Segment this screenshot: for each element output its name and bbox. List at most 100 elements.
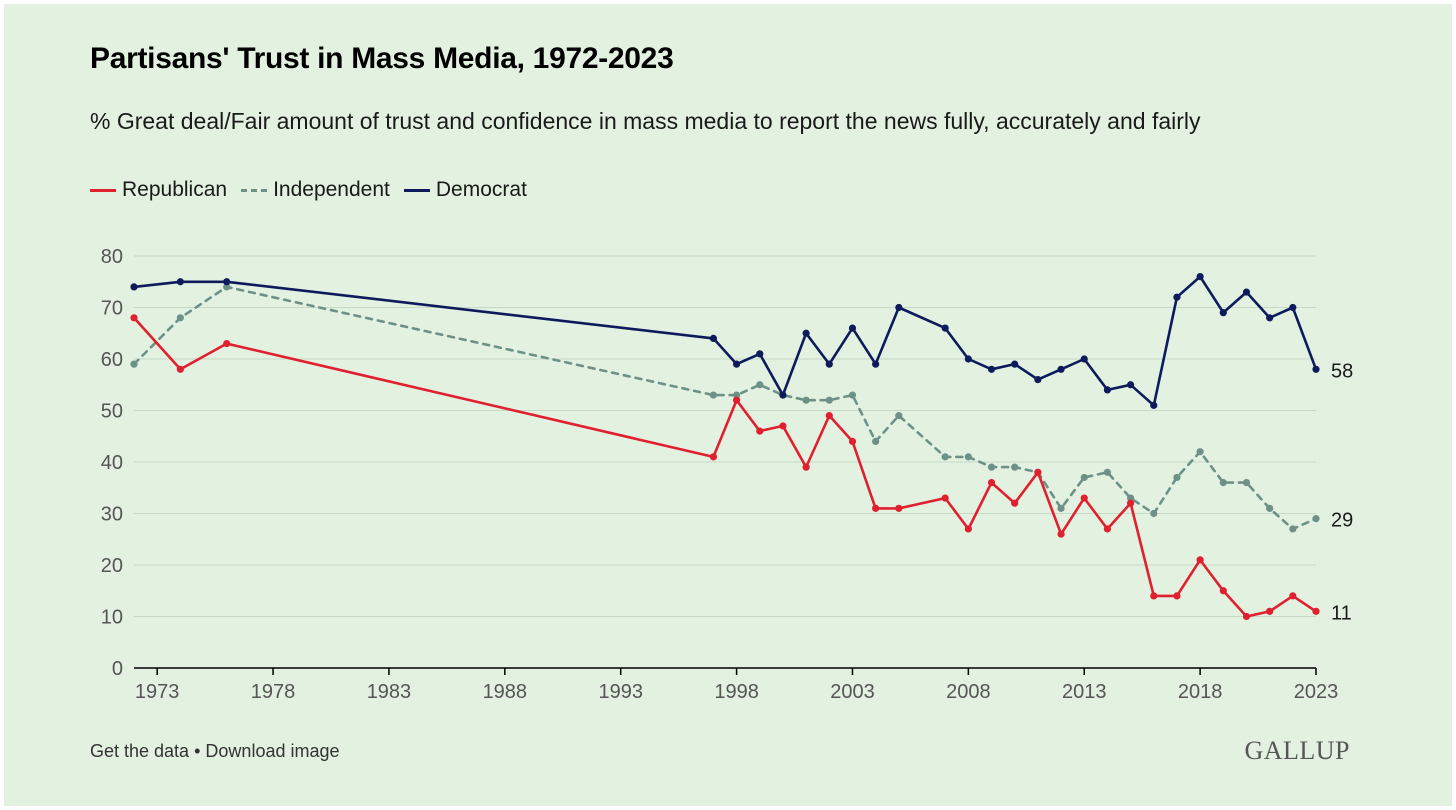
x-tick-label-1973: 1973 bbox=[135, 681, 180, 703]
data-point-democrat-2020 bbox=[1242, 288, 1251, 296]
x-tick-label-1983: 1983 bbox=[367, 681, 412, 703]
legend-swatch-republican bbox=[90, 188, 116, 192]
get-data-link[interactable]: Get the data bbox=[90, 741, 190, 761]
data-point-democrat-2009 bbox=[987, 365, 996, 373]
data-point-democrat-2023 bbox=[1312, 365, 1320, 373]
data-point-independent-1976 bbox=[223, 283, 231, 291]
legend-label-independent: Independent bbox=[273, 178, 390, 201]
y-tick-label-30: 30 bbox=[101, 504, 123, 526]
data-point-republican-2012 bbox=[1057, 530, 1065, 538]
data-point-independent-2010 bbox=[1011, 463, 1019, 471]
y-tick-label-0: 0 bbox=[112, 658, 123, 680]
data-point-independent-2008 bbox=[964, 453, 972, 461]
data-point-democrat-2013 bbox=[1080, 355, 1088, 363]
data-point-democrat-2018 bbox=[1196, 273, 1204, 281]
data-point-democrat-1999 bbox=[756, 350, 764, 358]
data-point-republican-2019 bbox=[1219, 587, 1227, 595]
x-tick-label-1998: 1998 bbox=[714, 681, 759, 703]
data-point-republican-1998 bbox=[732, 396, 741, 404]
x-tick-label-2018: 2018 bbox=[1178, 681, 1223, 703]
data-point-republican-2001 bbox=[802, 463, 810, 471]
data-point-independent-2021 bbox=[1266, 504, 1274, 512]
data-point-independent-1997 bbox=[709, 391, 718, 399]
data-point-independent-2004 bbox=[872, 437, 880, 445]
data-point-democrat-2019 bbox=[1219, 309, 1227, 317]
end-label-democrat: 58 bbox=[1331, 360, 1353, 382]
data-point-democrat-2017 bbox=[1173, 293, 1181, 301]
data-point-democrat-2008 bbox=[964, 355, 972, 363]
legend-item-democrat: Democrat bbox=[403, 178, 527, 202]
data-point-republican-2021 bbox=[1266, 607, 1274, 615]
data-point-republican-1997 bbox=[709, 453, 718, 461]
data-point-democrat-2015 bbox=[1126, 381, 1135, 389]
data-point-republican-2005 bbox=[895, 504, 903, 512]
data-point-independent-1972 bbox=[130, 360, 138, 368]
data-point-democrat-2003 bbox=[848, 324, 857, 332]
data-point-democrat-2004 bbox=[872, 360, 880, 368]
data-point-democrat-2021 bbox=[1266, 314, 1274, 322]
data-point-republican-1976 bbox=[223, 339, 231, 348]
chart-subtitle: % Great deal/Fair amount of trust and co… bbox=[90, 108, 1201, 134]
data-point-independent-2019 bbox=[1219, 479, 1227, 487]
data-point-democrat-2016 bbox=[1150, 401, 1158, 409]
end-label-republican: 11 bbox=[1331, 602, 1352, 624]
data-point-republican-1972 bbox=[130, 314, 138, 322]
data-point-democrat-2005 bbox=[895, 303, 903, 312]
data-point-republican-2009 bbox=[987, 479, 996, 487]
data-point-republican-2013 bbox=[1080, 494, 1088, 502]
data-point-independent-2002 bbox=[825, 396, 833, 404]
legend: Republican Independent Democrat bbox=[90, 178, 541, 202]
data-point-independent-2001 bbox=[802, 396, 810, 404]
series-line-independent bbox=[132, 285, 1318, 531]
data-point-democrat-1997 bbox=[709, 334, 718, 342]
y-tick-label-80: 80 bbox=[101, 246, 123, 268]
data-point-independent-2022 bbox=[1289, 525, 1297, 533]
legend-label-republican: Republican bbox=[122, 178, 228, 201]
footer-links: Get the data • Download image bbox=[90, 741, 340, 762]
legend-label-democrat: Democrat bbox=[435, 178, 527, 201]
data-point-republican-2018 bbox=[1196, 556, 1204, 564]
data-point-independent-2013 bbox=[1080, 473, 1088, 482]
data-point-independent-2018 bbox=[1196, 448, 1204, 456]
y-tick-label-50: 50 bbox=[101, 401, 123, 423]
y-tick-label-70: 70 bbox=[101, 298, 123, 320]
x-tick-label-2003: 2003 bbox=[830, 681, 875, 703]
x-tick-label-2023: 2023 bbox=[1294, 681, 1339, 703]
data-point-independent-2012 bbox=[1057, 504, 1065, 512]
data-point-independent-2014 bbox=[1103, 468, 1112, 476]
data-point-republican-2015 bbox=[1126, 499, 1135, 507]
data-point-democrat-1998 bbox=[732, 360, 741, 368]
data-point-independent-2020 bbox=[1242, 479, 1251, 487]
data-point-democrat-1976 bbox=[223, 278, 231, 286]
data-point-republican-2016 bbox=[1150, 592, 1158, 600]
x-tick-label-2013: 2013 bbox=[1062, 681, 1107, 703]
data-point-democrat-2012 bbox=[1057, 365, 1065, 373]
data-point-independent-2005 bbox=[895, 412, 903, 420]
data-point-republican-2020 bbox=[1242, 612, 1251, 621]
footer-separator: • bbox=[194, 741, 201, 761]
data-point-independent-1998 bbox=[732, 391, 741, 399]
gallup-logo: GALLUP bbox=[1244, 736, 1350, 765]
data-point-democrat-2014 bbox=[1103, 386, 1112, 394]
data-point-democrat-2011 bbox=[1034, 376, 1042, 384]
download-image-link[interactable]: Download image bbox=[205, 741, 340, 761]
x-tick-label-1978: 1978 bbox=[251, 681, 296, 703]
data-point-democrat-1974 bbox=[176, 278, 184, 286]
data-point-republican-2010 bbox=[1011, 499, 1019, 507]
legend-swatch-independent bbox=[241, 188, 268, 192]
data-point-republican-2023 bbox=[1312, 607, 1320, 615]
data-point-independent-2016 bbox=[1150, 509, 1158, 518]
data-point-independent-2003 bbox=[848, 391, 857, 399]
x-tick-label-2008: 2008 bbox=[946, 681, 991, 703]
data-point-independent-2015 bbox=[1126, 494, 1135, 502]
data-point-republican-1999 bbox=[756, 427, 764, 435]
data-point-republican-2014 bbox=[1103, 525, 1112, 533]
data-point-republican-2007 bbox=[941, 494, 949, 502]
data-point-independent-2009 bbox=[987, 463, 996, 471]
y-tick-label-40: 40 bbox=[101, 452, 123, 474]
data-point-independent-2007 bbox=[941, 453, 949, 461]
y-tick-label-20: 20 bbox=[101, 555, 123, 577]
series-line-republican bbox=[132, 316, 1318, 618]
data-point-democrat-1972 bbox=[130, 283, 138, 291]
